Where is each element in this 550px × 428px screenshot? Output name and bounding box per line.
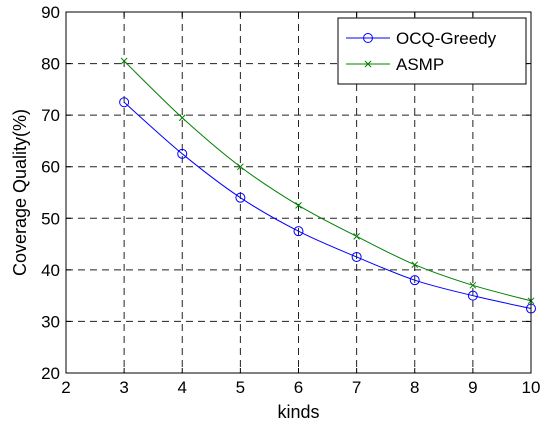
x-tick-label: 9 (468, 378, 477, 397)
data-point-asmp (178, 114, 186, 122)
data-point-asmp (295, 202, 302, 209)
axis-ticks: 2 3 4 5 6 7 8 9 10 20 30 40 50 60 70 80 90 (41, 3, 540, 397)
x-tick-label: 7 (352, 378, 361, 397)
y-tick-label: 30 (41, 312, 60, 331)
x-tick-label: 6 (294, 378, 303, 397)
legend-marker-ocq-greedy (363, 33, 373, 43)
grid-lines (66, 12, 531, 373)
data-point-ocq-greedy (235, 192, 246, 203)
data-point-asmp (120, 57, 128, 65)
y-tick-label: 60 (41, 158, 60, 177)
legend-marker-asmp-stroke (364, 60, 372, 68)
legend-label-ocq-greedy: OCQ-Greedy (396, 29, 497, 48)
x-tick-label: 3 (119, 378, 128, 397)
series-line-ocq-greedy (123, 101, 532, 310)
x-tick-label: 4 (178, 378, 187, 397)
x-tick-label: 8 (410, 378, 419, 397)
y-tick-label: 80 (41, 55, 60, 74)
data-point-asmp-stroke (411, 261, 419, 269)
data-point-asmp (237, 163, 244, 171)
x-tick-label: 2 (61, 378, 70, 397)
y-tick-label: 70 (41, 106, 60, 125)
data-point-ocq-greedy (293, 226, 304, 237)
x-axis-title: kinds (277, 402, 319, 422)
data-point-ocq-greedy (119, 97, 130, 108)
legend-label-asmp: ASMP (396, 55, 444, 74)
data-point-asmp-stroke (178, 114, 186, 122)
x-tick-label: 5 (236, 378, 245, 397)
y-tick-label: 40 (41, 261, 60, 280)
series-layer (119, 57, 536, 314)
y-tick-label: 90 (41, 3, 60, 22)
data-point-asmp (411, 261, 419, 269)
data-point-asmp-stroke (469, 281, 477, 289)
data-point-asmp-stroke (353, 232, 360, 240)
y-tick-label: 20 (41, 364, 60, 383)
data-point-asmp-stroke (120, 57, 128, 65)
data-point-ocq-greedy (467, 290, 478, 301)
data-point-asmp-stroke (237, 163, 244, 171)
legend-box (337, 17, 527, 85)
legend: OCQ-Greedy ASMP (337, 17, 527, 85)
legend-marker-asmp (364, 60, 372, 68)
y-tick-label: 50 (41, 209, 60, 228)
data-point-asmp (469, 281, 477, 289)
y-axis-title: Coverage Quality(%) (10, 109, 30, 276)
data-point-ocq-greedy (177, 148, 188, 159)
data-point-asmp-stroke (295, 202, 302, 209)
x-tick-label: 10 (522, 378, 541, 397)
data-point-ocq-greedy (351, 251, 362, 262)
data-point-asmp (353, 232, 360, 240)
data-point-ocq-greedy (409, 275, 420, 286)
